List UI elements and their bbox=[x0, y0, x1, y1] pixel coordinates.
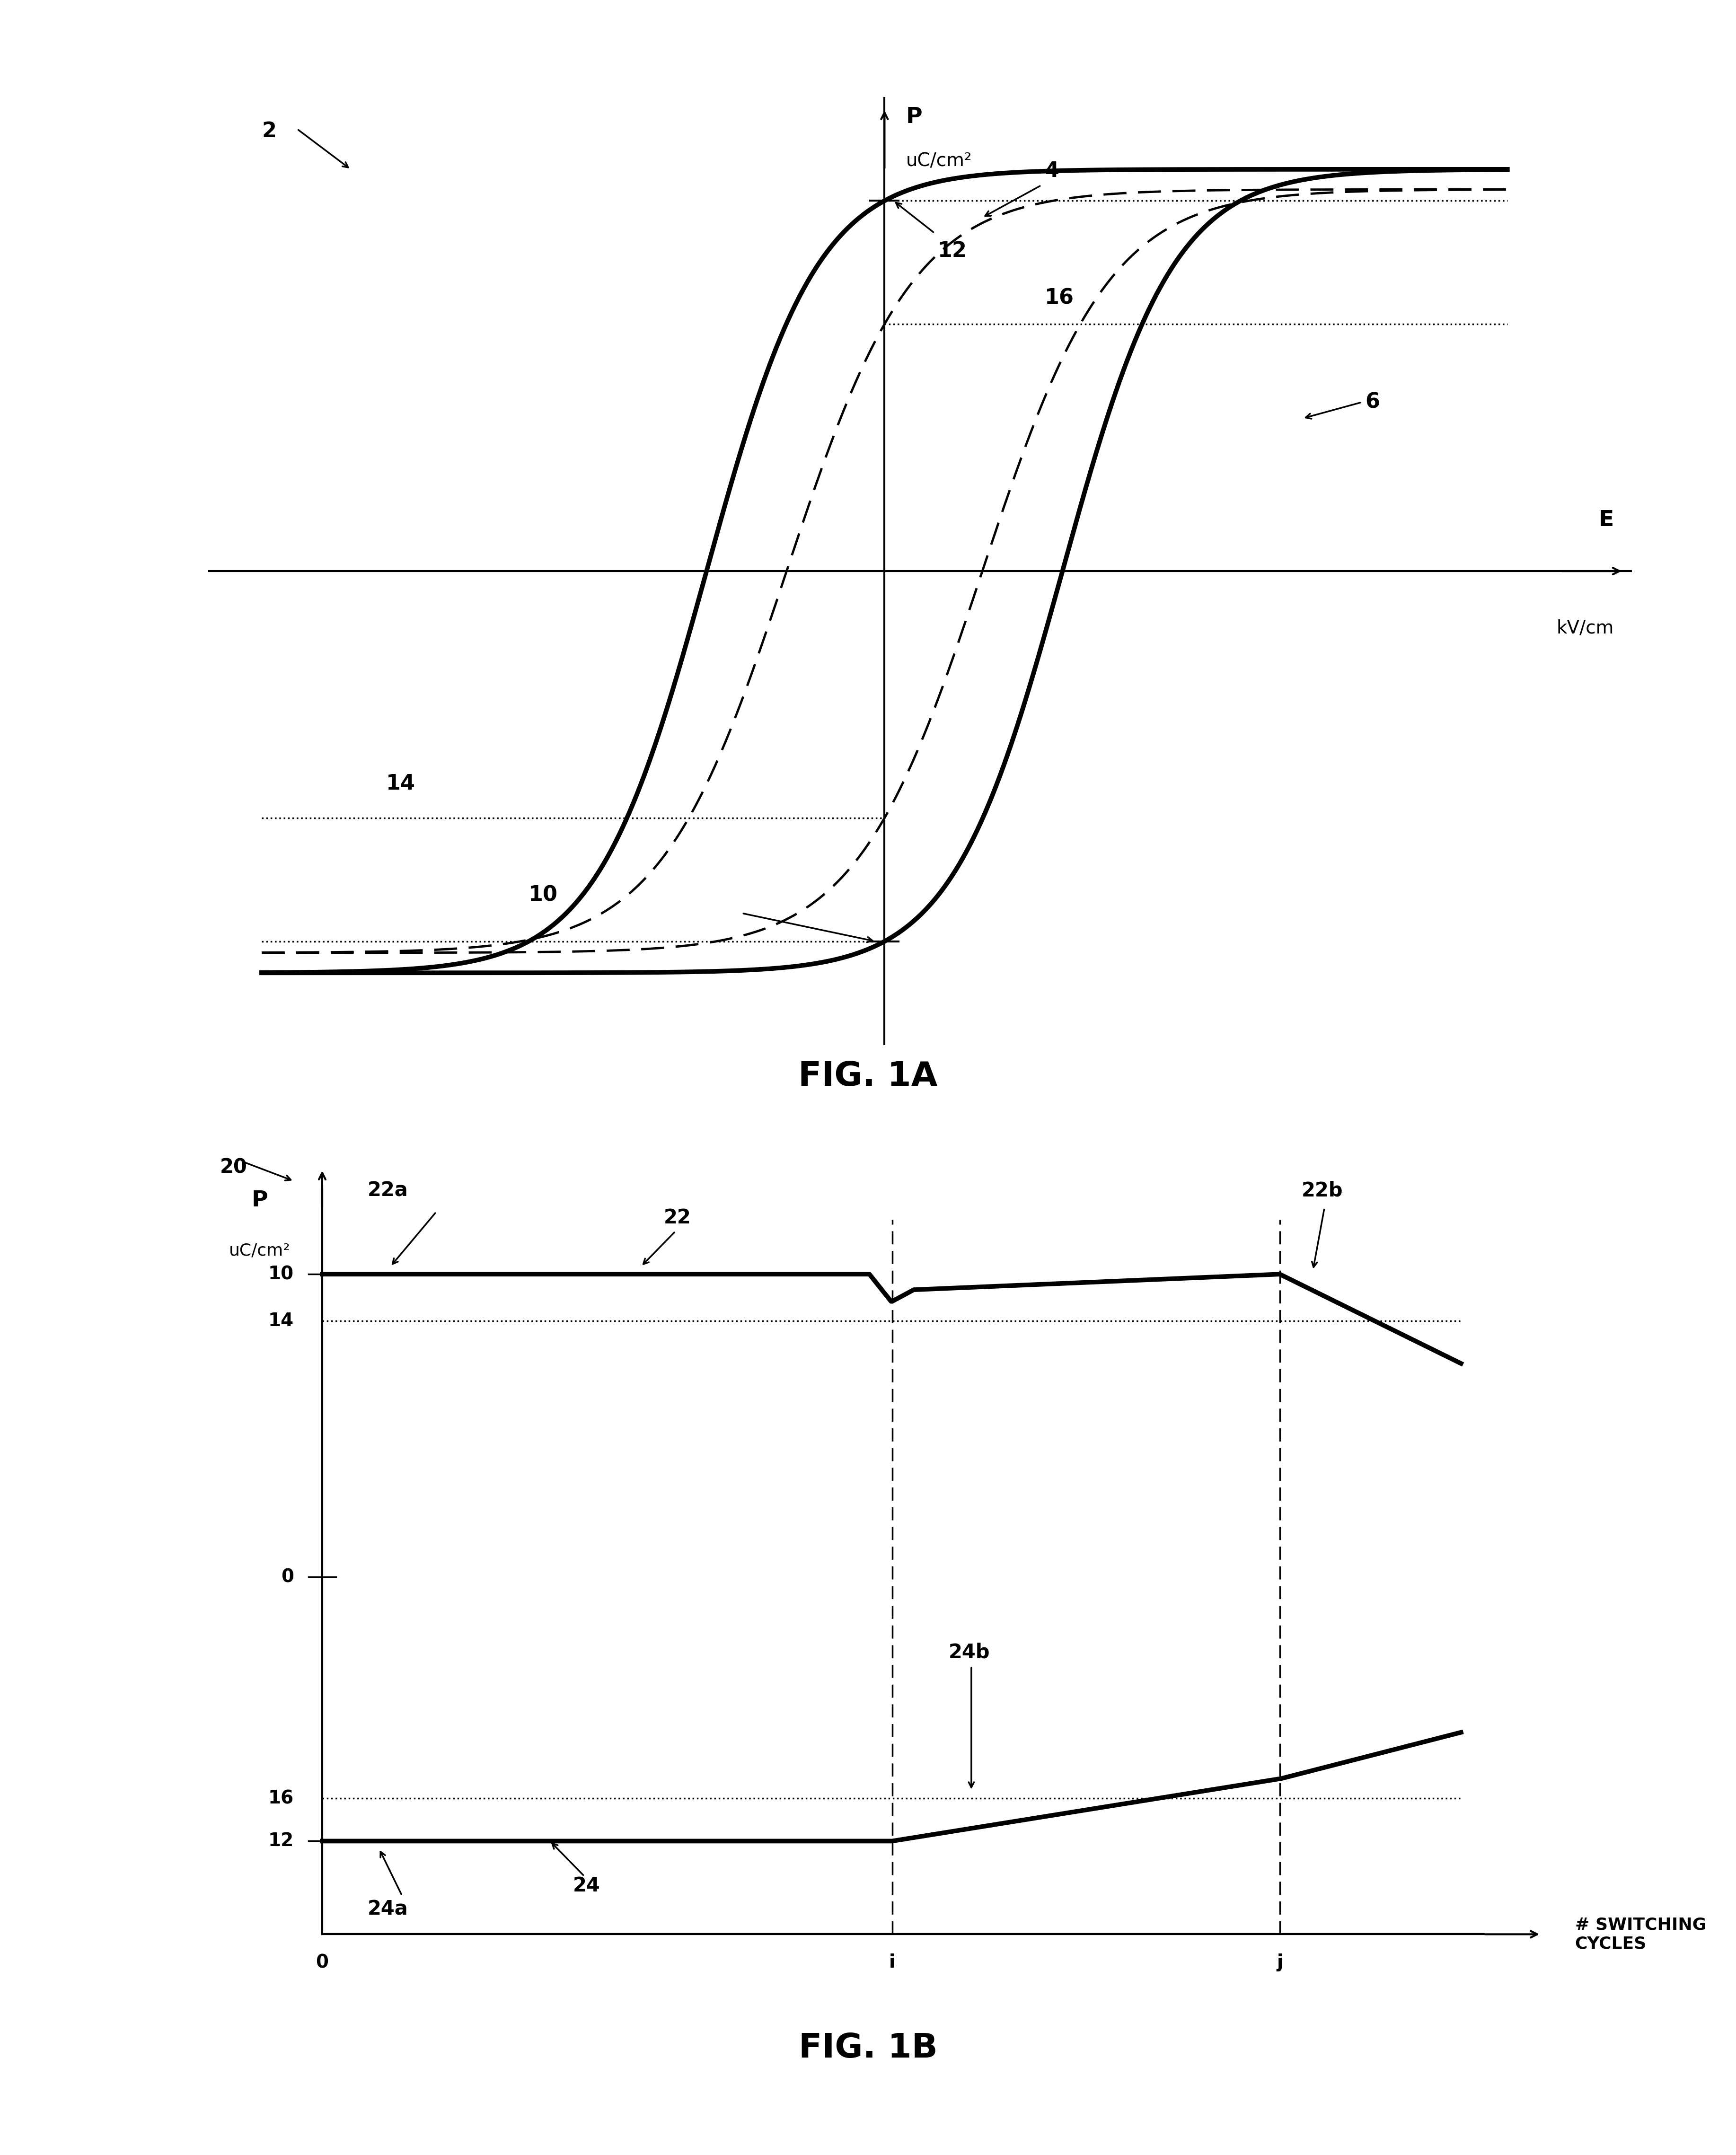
Text: # SWITCHING
CYCLES: # SWITCHING CYCLES bbox=[1575, 1918, 1706, 1952]
Text: 24: 24 bbox=[573, 1877, 601, 1896]
Text: 14: 14 bbox=[267, 1312, 293, 1330]
Text: 14: 14 bbox=[385, 774, 415, 793]
Text: uC/cm²: uC/cm² bbox=[906, 153, 972, 170]
Text: 0: 0 bbox=[281, 1569, 293, 1586]
Text: 0: 0 bbox=[316, 1955, 328, 1972]
Text: FIG. 1A: FIG. 1A bbox=[799, 1060, 937, 1093]
Text: 12: 12 bbox=[267, 1832, 293, 1849]
Text: FIG. 1B: FIG. 1B bbox=[799, 2032, 937, 2064]
Text: 6: 6 bbox=[1364, 392, 1380, 412]
Text: 16: 16 bbox=[267, 1789, 293, 1808]
Text: 16: 16 bbox=[1045, 289, 1075, 308]
Text: 22b: 22b bbox=[1302, 1181, 1344, 1200]
Text: P: P bbox=[252, 1190, 267, 1211]
Text: 20: 20 bbox=[220, 1157, 247, 1177]
Text: 22a: 22a bbox=[368, 1181, 408, 1200]
Text: i: i bbox=[889, 1955, 896, 1972]
Text: E: E bbox=[1599, 509, 1614, 530]
Text: P: P bbox=[906, 106, 922, 127]
Text: uC/cm²: uC/cm² bbox=[229, 1243, 290, 1259]
Text: 4: 4 bbox=[1045, 162, 1059, 181]
Text: 2: 2 bbox=[262, 121, 276, 142]
Text: 24a: 24a bbox=[368, 1899, 408, 1920]
Text: 10: 10 bbox=[267, 1265, 293, 1282]
Text: 24b: 24b bbox=[948, 1642, 990, 1662]
Text: 12: 12 bbox=[937, 241, 967, 261]
Text: kV/cm: kV/cm bbox=[1557, 618, 1614, 638]
Text: 22: 22 bbox=[663, 1207, 691, 1228]
Text: j: j bbox=[1276, 1955, 1283, 1972]
Text: 10: 10 bbox=[528, 886, 557, 905]
